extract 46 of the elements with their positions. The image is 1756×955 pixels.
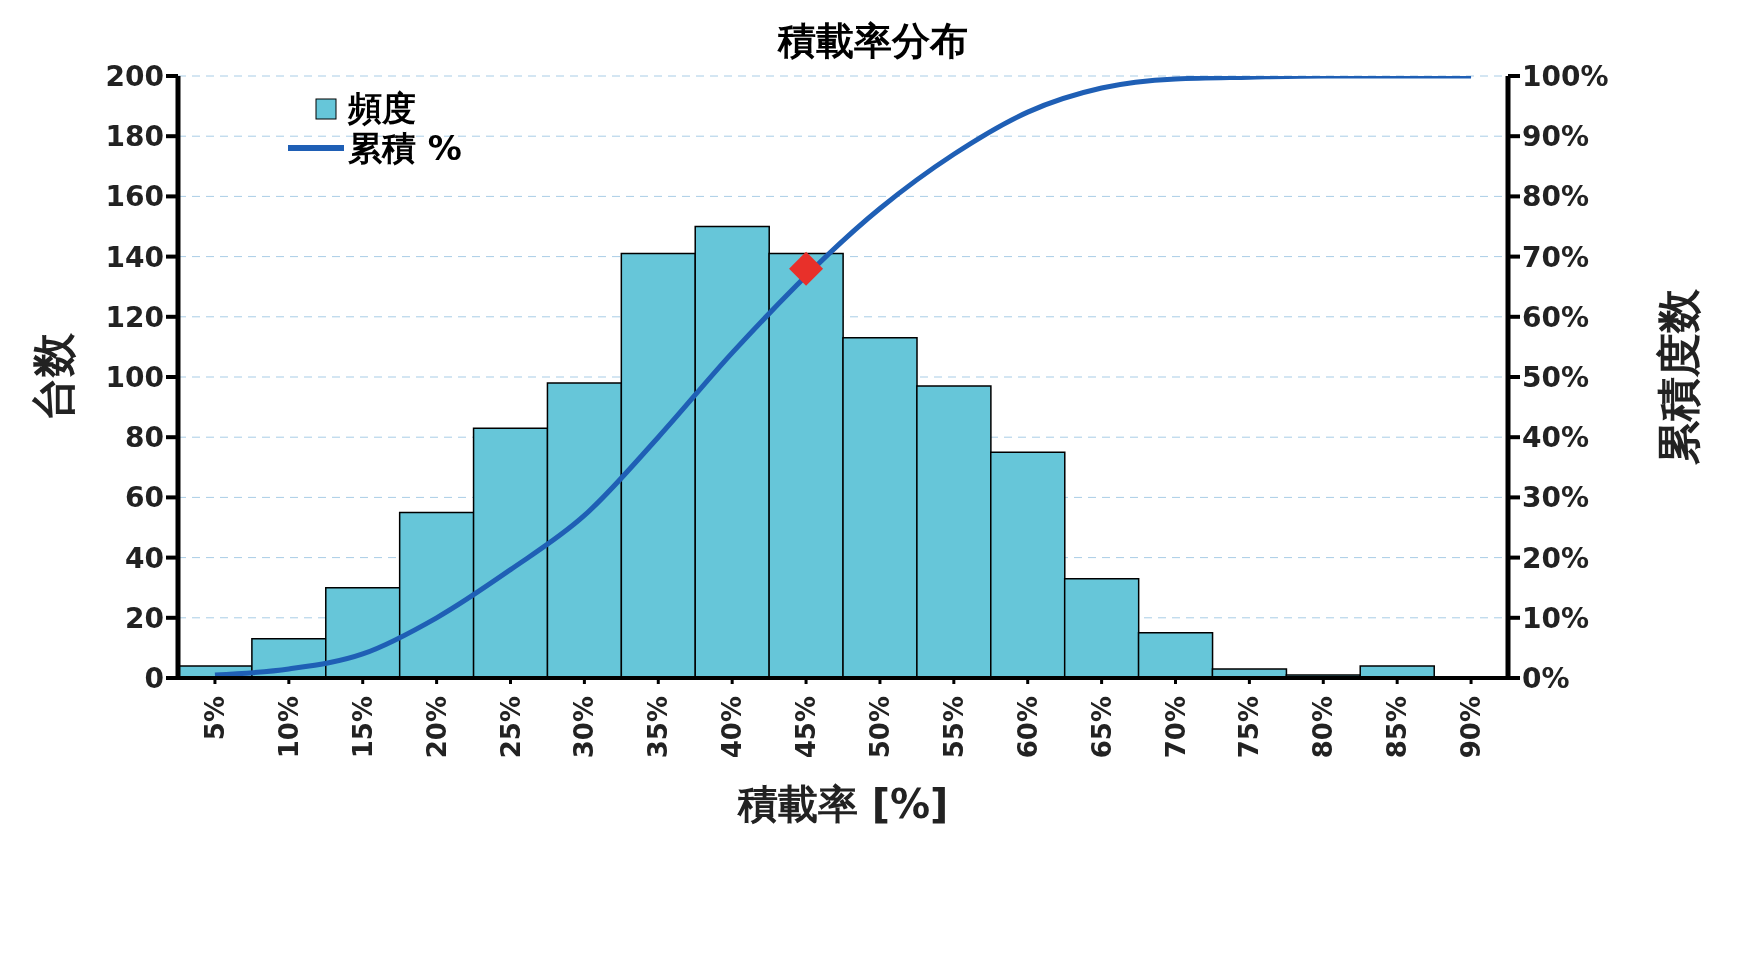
y-tick-label: 40 xyxy=(125,541,164,575)
x-tick-label: 35% xyxy=(643,696,674,759)
y2-tick-label: 10% xyxy=(1522,601,1590,635)
x-tick-label: 50% xyxy=(864,696,895,759)
y2-tick-label: 80% xyxy=(1522,180,1590,214)
x-tick-label: 75% xyxy=(1234,696,1265,759)
chart-title: 積載率分布 xyxy=(778,19,968,63)
legend-label: 頻度 xyxy=(348,88,416,128)
y-tick-label: 200 xyxy=(105,59,164,93)
y2-tick-label: 40% xyxy=(1522,421,1590,455)
y2-axis-title: 累積度数 xyxy=(1652,288,1704,465)
x-tick-label: 30% xyxy=(569,696,600,759)
x-tick-label: 90% xyxy=(1456,696,1487,759)
y-tick-label: 180 xyxy=(105,120,164,154)
x-tick-label: 70% xyxy=(1160,696,1191,759)
x-tick-label: 45% xyxy=(791,696,822,759)
x-tick-label: 5% xyxy=(199,696,230,741)
y-tick-label: 60 xyxy=(125,481,164,515)
y2-tick-label: 60% xyxy=(1522,300,1590,334)
y2-tick-label: 20% xyxy=(1522,541,1590,575)
y2-tick-label: 0% xyxy=(1522,661,1570,695)
y2-tick-label: 50% xyxy=(1522,360,1590,394)
y-tick-label: 80 xyxy=(125,421,164,455)
x-tick-label: 25% xyxy=(495,696,526,759)
x-tick-label: 20% xyxy=(421,696,452,759)
x-tick-label: 85% xyxy=(1382,696,1413,759)
y-tick-label: 0 xyxy=(144,661,164,695)
x-tick-label: 80% xyxy=(1308,696,1339,759)
y-tick-label: 140 xyxy=(105,240,164,274)
y2-tick-label: 70% xyxy=(1522,240,1590,274)
y-tick-label: 20 xyxy=(125,601,164,635)
x-tick-label: 65% xyxy=(1086,696,1117,759)
x-axis-title: 積載率 [%] xyxy=(736,781,949,827)
y2-tick-label: 90% xyxy=(1522,120,1590,154)
y2-tick-label: 30% xyxy=(1522,481,1590,515)
x-tick-label: 60% xyxy=(1012,696,1043,759)
y-axis-title: 台数 xyxy=(27,332,79,421)
x-tick-label: 15% xyxy=(347,696,378,759)
y-tick-label: 160 xyxy=(105,180,164,214)
x-tick-label: 40% xyxy=(717,696,748,759)
x-tick-label: 10% xyxy=(273,696,304,759)
y2-tick-label: 100% xyxy=(1522,59,1609,93)
x-tick-label: 55% xyxy=(938,696,969,759)
y-tick-label: 120 xyxy=(105,300,164,334)
y-tick-label: 100 xyxy=(105,360,164,394)
legend-label: 累積 % xyxy=(348,128,462,168)
